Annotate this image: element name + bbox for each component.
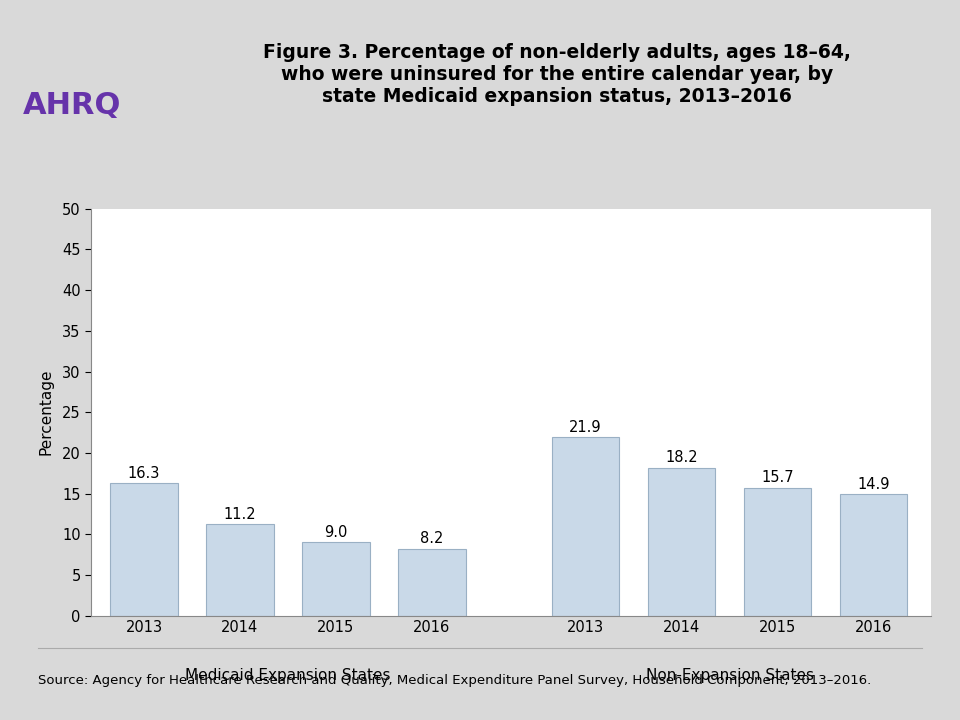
Bar [302, 542, 370, 616]
Text: 11.2: 11.2 [224, 507, 256, 522]
Bar [840, 495, 907, 616]
Bar [206, 524, 274, 616]
Text: 14.9: 14.9 [857, 477, 890, 492]
Text: AHRQ: AHRQ [23, 91, 121, 120]
Text: 9.0: 9.0 [324, 525, 348, 540]
Text: 8.2: 8.2 [420, 531, 444, 546]
Bar [648, 467, 715, 616]
Bar [744, 488, 811, 616]
Text: 21.9: 21.9 [569, 420, 602, 435]
Text: Source: Agency for Healthcare Research and Quality, Medical Expenditure Panel Su: Source: Agency for Healthcare Research a… [38, 674, 872, 687]
Y-axis label: Percentage: Percentage [38, 369, 54, 456]
Text: 16.3: 16.3 [128, 466, 160, 480]
Text: 15.7: 15.7 [761, 470, 794, 485]
Bar [552, 438, 619, 616]
Text: Medicaid Expansion States: Medicaid Expansion States [185, 668, 391, 683]
Text: 18.2: 18.2 [665, 450, 698, 465]
Bar [110, 483, 178, 616]
Text: Non-Expansion States: Non-Expansion States [645, 668, 813, 683]
Bar [398, 549, 466, 616]
Text: Figure 3. Percentage of non-elderly adults, ages 18–64,
who were uninsured for t: Figure 3. Percentage of non-elderly adul… [263, 42, 851, 106]
